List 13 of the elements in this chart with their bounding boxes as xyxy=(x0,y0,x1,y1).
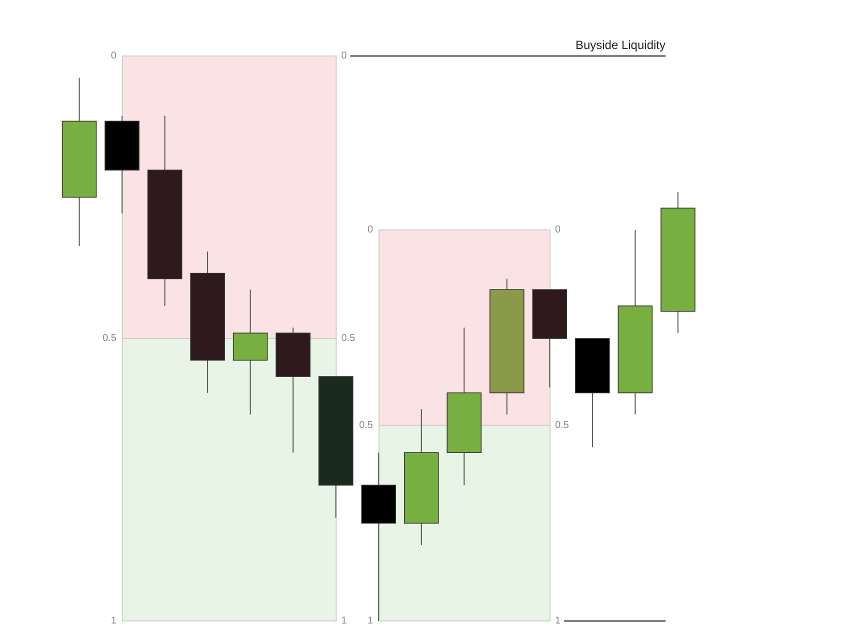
text: 1 xyxy=(555,616,561,627)
text: 0 xyxy=(341,50,347,62)
ref-line-label: Buyside Liquidity xyxy=(575,38,666,52)
text: 0.5 xyxy=(555,420,569,432)
annotation: 1 xyxy=(341,616,348,627)
annotation: 0.5 xyxy=(341,333,356,344)
text: 1 xyxy=(367,616,373,627)
text: 0 xyxy=(110,50,116,62)
annotation: 0 xyxy=(555,224,562,236)
text: 0.5 xyxy=(359,420,373,432)
annotation: 1 xyxy=(110,616,117,627)
annotation: 0.5 xyxy=(102,333,117,344)
annotation: 0 xyxy=(367,224,374,236)
